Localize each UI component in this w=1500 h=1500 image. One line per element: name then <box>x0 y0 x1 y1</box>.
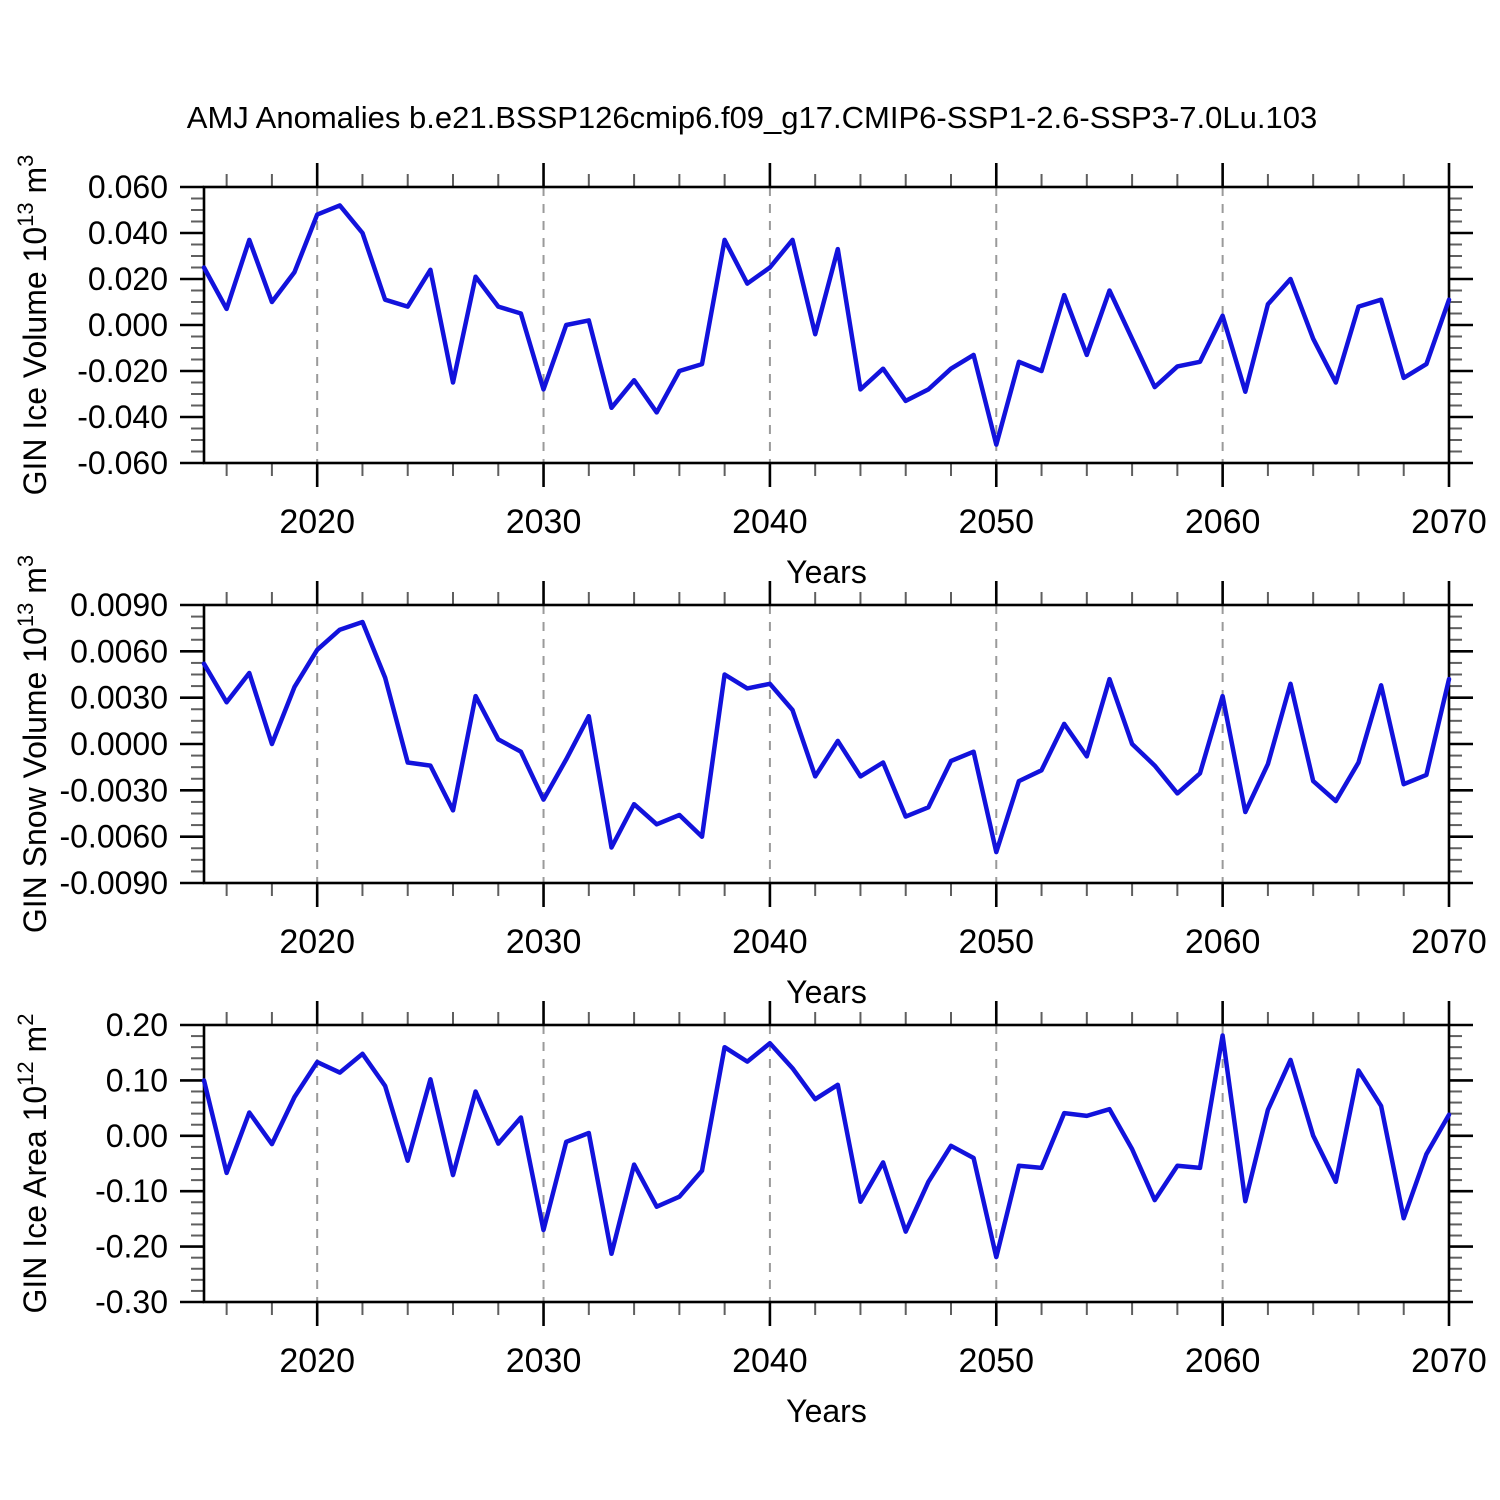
x-tick-label: 2020 <box>279 923 355 961</box>
y-tick-label: -0.040 <box>77 399 168 435</box>
x-axis-title: Years <box>786 1393 867 1429</box>
y-tick-label: 0.000 <box>88 307 168 343</box>
y-axis-title-superscript: 12 <box>13 1061 38 1085</box>
y-tick-label: 0.040 <box>88 215 168 251</box>
x-tick-label: 2040 <box>732 1342 808 1380</box>
x-tick-label: 2060 <box>1185 503 1261 541</box>
y-tick-label: -0.0030 <box>59 772 168 808</box>
y-axis-title-text: m <box>17 567 53 603</box>
y-tick-label: -0.0060 <box>59 819 168 855</box>
y-axis-title: GIN Snow Volume 1013 m3 <box>13 555 53 933</box>
panels-container: 2020 2030 2040 2050 2060 2070 0.060 0.040 0.020 0… <box>13 155 1487 1429</box>
y-axis-title-superscript: 3 <box>13 555 38 567</box>
y-tick-label: 0.0090 <box>70 587 168 623</box>
y-tick-label: -0.0090 <box>59 865 168 901</box>
y-axis-title-superscript: 13 <box>13 202 38 226</box>
x-tick-label: 2070 <box>1411 503 1487 541</box>
gin-ice-volume-line <box>201 203 1452 447</box>
plot-frame <box>202 603 1451 885</box>
x-tick-label: 2050 <box>958 1342 1034 1380</box>
x-tick-label: 2070 <box>1411 1342 1487 1380</box>
x-tick-label: 2060 <box>1185 923 1261 961</box>
x-tick-label: 2040 <box>732 923 808 961</box>
x-tick-label: 2050 <box>958 503 1034 541</box>
plot-frame <box>202 1023 1451 1304</box>
y-axis-title-text: m <box>17 167 53 203</box>
y-tick-label: 0.020 <box>88 261 168 297</box>
y-tick-label: 0.0030 <box>70 680 168 716</box>
y-axis-title: GIN Ice Volume 1013 m3 <box>13 155 53 496</box>
y-tick-label: 0.10 <box>106 1062 168 1098</box>
panel-gin-ice-area: 2020 2030 2040 2050 2060 2070 0.20 0.10 0.00 -0.1… <box>13 1001 1487 1429</box>
x-tick-label: 2040 <box>732 503 808 541</box>
y-tick-label: -0.30 <box>95 1284 168 1320</box>
x-tick-label: 2030 <box>506 503 582 541</box>
panel-gin-ice-volume: 2020 2030 2040 2050 2060 2070 0.060 0.040 0.020 0… <box>13 155 1487 590</box>
y-axis-title-text: GIN Snow Volume 10 <box>17 627 53 933</box>
y-axis-title: GIN Ice Area 1012 m2 <box>13 1014 53 1314</box>
y-axis-title-superscript: 2 <box>13 1014 38 1026</box>
y-tick-label: 0.20 <box>106 1007 168 1043</box>
y-tick-label: -0.060 <box>77 445 168 481</box>
y-tick-label: 0.0060 <box>70 633 168 669</box>
x-tick-label: 2070 <box>1411 923 1487 961</box>
y-axis-title-text: GIN Ice Area 10 <box>17 1086 53 1314</box>
x-axis-title: Years <box>786 974 867 1010</box>
x-tick-label: 2030 <box>506 1342 582 1380</box>
panel-gin-snow-volume: 2020 2030 2040 2050 2060 2070 0.0090 0.0060 0.00… <box>13 555 1487 1010</box>
y-axis-title-text: m <box>17 1026 53 1062</box>
x-tick-label: 2050 <box>958 923 1034 961</box>
y-tick-label: 0.0000 <box>70 726 168 762</box>
y-tick-label: 0.00 <box>106 1118 168 1154</box>
gin-snow-volume-line <box>201 619 1452 855</box>
x-tick-label: 2060 <box>1185 1342 1261 1380</box>
y-axis-title-superscript: 3 <box>13 155 38 167</box>
plot-frame <box>202 185 1451 465</box>
x-tick-label: 2020 <box>279 1342 355 1380</box>
x-tick-label: 2020 <box>279 503 355 541</box>
y-tick-label: 0.060 <box>88 169 168 205</box>
x-tick-label: 2030 <box>506 923 582 961</box>
gin-ice-area-line <box>201 1033 1452 1260</box>
y-tick-label: -0.10 <box>95 1173 168 1209</box>
x-axis-title: Years <box>786 554 867 590</box>
y-tick-label: -0.20 <box>95 1229 168 1265</box>
chart-title: AMJ Anomalies b.e21.BSSP126cmip6.f09_g17… <box>187 100 1317 135</box>
y-tick-label: -0.020 <box>77 353 168 389</box>
y-axis-title-superscript: 13 <box>13 603 38 627</box>
y-axis-title-text: GIN Ice Volume 10 <box>17 227 53 496</box>
